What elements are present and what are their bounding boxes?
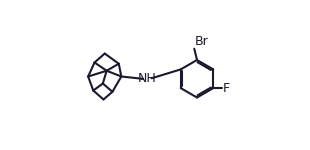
Text: Br: Br <box>195 35 209 48</box>
Text: F: F <box>223 82 230 95</box>
Text: NH: NH <box>137 72 156 85</box>
